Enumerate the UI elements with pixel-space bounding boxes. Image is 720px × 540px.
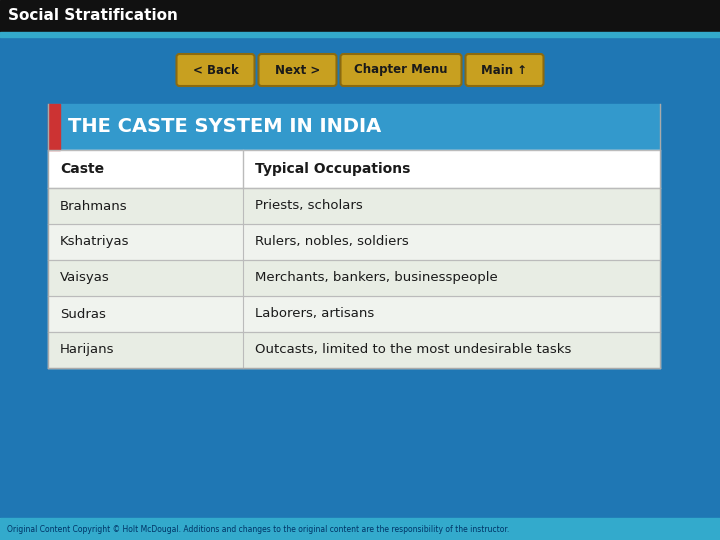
Text: Main ↑: Main ↑ (482, 64, 528, 77)
Text: Next >: Next > (275, 64, 320, 77)
Bar (48, 296, 660, 332)
Bar (595, 0, 655, 32)
Bar (48, 150, 660, 188)
Text: Brahmans: Brahmans (60, 199, 127, 213)
Bar (48, 104, 60, 150)
Bar (655, 0, 715, 32)
Bar (48, 260, 660, 296)
Text: THE CASTE SYSTEM IN INDIA: THE CASTE SYSTEM IN INDIA (68, 118, 382, 137)
Bar (355, 0, 720, 32)
FancyBboxPatch shape (176, 54, 254, 86)
Bar (48, 104, 660, 150)
Text: Original Content Copyright © Holt McDougal. Additions and changes to the origina: Original Content Copyright © Holt McDoug… (7, 524, 509, 534)
Bar (48, 188, 660, 224)
Bar (535, 0, 595, 32)
Text: Laborers, artisans: Laborers, artisans (255, 307, 374, 321)
FancyBboxPatch shape (466, 54, 544, 86)
Bar (48, 332, 660, 368)
Text: < Back: < Back (193, 64, 238, 77)
Bar (355, 0, 415, 32)
Text: Sudras: Sudras (60, 307, 106, 321)
Text: Priests, scholars: Priests, scholars (255, 199, 363, 213)
Text: Harijans: Harijans (60, 343, 114, 356)
Text: Vaisyas: Vaisyas (60, 272, 109, 285)
Text: Chapter Menu: Chapter Menu (354, 64, 448, 77)
FancyBboxPatch shape (341, 54, 462, 86)
Text: Merchants, bankers, businesspeople: Merchants, bankers, businesspeople (255, 272, 498, 285)
Bar (0, 518, 720, 540)
Bar (415, 0, 475, 32)
Bar (0, 32, 720, 37)
Text: Outcasts, limited to the most undesirable tasks: Outcasts, limited to the most undesirabl… (255, 343, 572, 356)
Text: Caste: Caste (60, 162, 104, 176)
Bar (0, 37, 720, 518)
Text: Kshatriyas: Kshatriyas (60, 235, 130, 248)
Bar (0, 0, 720, 32)
Bar (475, 0, 535, 32)
Bar (48, 224, 660, 260)
FancyBboxPatch shape (258, 54, 336, 86)
Text: Typical Occupations: Typical Occupations (255, 162, 410, 176)
Text: Social Stratification: Social Stratification (8, 9, 178, 24)
Text: Rulers, nobles, soldiers: Rulers, nobles, soldiers (255, 235, 409, 248)
